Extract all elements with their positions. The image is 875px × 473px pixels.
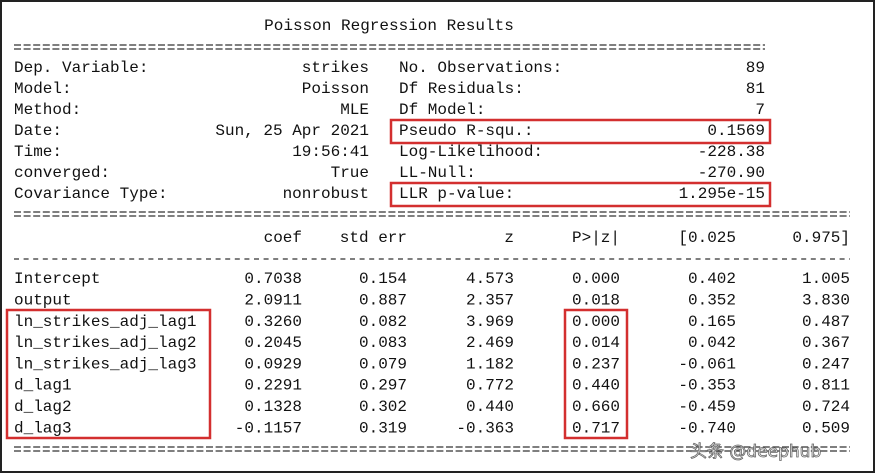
header-label: Pseudo R-squ.: xyxy=(399,122,533,140)
header-label: Date: xyxy=(14,122,62,140)
column-header: P>|z| xyxy=(572,229,620,247)
row-label: Intercept xyxy=(14,270,100,288)
cell: 0.352 xyxy=(688,292,736,310)
cell: 1.005 xyxy=(802,270,850,288)
cell: 0.367 xyxy=(802,334,850,352)
cell: 0.724 xyxy=(802,398,850,416)
cell: 0.2291 xyxy=(244,377,302,395)
header-label: Covariance Type: xyxy=(14,185,168,203)
cell: 0.082 xyxy=(359,313,407,331)
title: Poisson Regression Results xyxy=(264,17,514,35)
header-value: MLE xyxy=(340,101,369,119)
header-label: Model: xyxy=(14,80,72,98)
header-label: No. Observations: xyxy=(399,59,562,77)
cell: 3.830 xyxy=(802,292,850,310)
cell: 0.154 xyxy=(359,270,407,288)
header-label: Df Model: xyxy=(399,101,485,119)
row-label: ln_strikes_adj_lag2 xyxy=(14,334,196,352)
cell: 0.2045 xyxy=(244,334,302,352)
cell: 3.969 xyxy=(466,313,514,331)
cell: 0.3260 xyxy=(244,313,302,331)
cell: -0.363 xyxy=(456,419,514,437)
header-label: converged: xyxy=(14,164,110,182)
cell: 0.083 xyxy=(359,334,407,352)
header-value: 81 xyxy=(746,80,765,98)
cell: 4.573 xyxy=(466,270,514,288)
column-header: coef xyxy=(264,229,302,247)
cell: 0.660 xyxy=(572,398,620,416)
cell: 0.237 xyxy=(572,355,620,373)
cell: -0.459 xyxy=(678,398,736,416)
header-value: nonrobust xyxy=(283,185,369,203)
cell: -0.740 xyxy=(678,419,736,437)
row-label: d_lag1 xyxy=(14,377,72,395)
separators xyxy=(14,44,850,452)
cell: 0.717 xyxy=(572,419,620,437)
cell: 0.302 xyxy=(359,398,407,416)
watermark: 头条 @deephub xyxy=(690,442,821,462)
column-header: z xyxy=(504,229,514,247)
row-label: ln_strikes_adj_lag3 xyxy=(14,355,196,373)
header-value: -228.38 xyxy=(698,143,765,161)
cell: 0.772 xyxy=(466,377,514,395)
header-value: 0.1569 xyxy=(707,122,765,140)
row-label: ln_strikes_adj_lag1 xyxy=(14,313,196,331)
header-value: 7 xyxy=(755,101,765,119)
column-header: 0.975] xyxy=(792,229,850,247)
row-label: d_lag3 xyxy=(14,419,72,437)
cell: 0.0929 xyxy=(244,355,302,373)
cell: 0.165 xyxy=(688,313,736,331)
cell: 0.402 xyxy=(688,270,736,288)
column-header: [0.025 xyxy=(678,229,736,247)
cell: 2.469 xyxy=(466,334,514,352)
cell: 0.000 xyxy=(572,270,620,288)
header-value: 19:56:41 xyxy=(292,143,369,161)
header-value: -270.90 xyxy=(698,164,765,182)
cell: 2.0911 xyxy=(244,292,302,310)
header-value: 1.295e-15 xyxy=(679,185,765,203)
cell: -0.353 xyxy=(678,377,736,395)
cell: 0.7038 xyxy=(244,270,302,288)
cell: 0.042 xyxy=(688,334,736,352)
cell: -0.061 xyxy=(678,355,736,373)
cell: 0.440 xyxy=(466,398,514,416)
cell: 0.000 xyxy=(572,313,620,331)
row-label: output xyxy=(14,292,72,310)
cell: 0.247 xyxy=(802,355,850,373)
header-value: True xyxy=(331,164,369,182)
header-label: Method: xyxy=(14,101,81,119)
row-label: d_lag2 xyxy=(14,398,72,416)
header-label: Df Residuals: xyxy=(399,80,524,98)
header-value: 89 xyxy=(746,59,765,77)
column-header: std err xyxy=(340,229,407,247)
cell: 0.887 xyxy=(359,292,407,310)
cell: 0.811 xyxy=(802,377,850,395)
cell: 0.018 xyxy=(572,292,620,310)
cell: 0.487 xyxy=(802,313,850,331)
cell: 0.297 xyxy=(359,377,407,395)
header-value: Poisson xyxy=(302,80,369,98)
cell: -0.1157 xyxy=(235,419,302,437)
cell: 0.440 xyxy=(572,377,620,395)
header-value: strikes xyxy=(302,59,369,77)
header-value: Sun, 25 Apr 2021 xyxy=(215,122,369,140)
header-label: Time: xyxy=(14,143,62,161)
cell: 2.357 xyxy=(466,292,514,310)
header-label: LL-Null: xyxy=(399,164,476,182)
header-label: Log-Likelihood: xyxy=(399,143,543,161)
cell: 1.182 xyxy=(466,355,514,373)
cell: 0.509 xyxy=(802,419,850,437)
cell: 0.319 xyxy=(359,419,407,437)
cell: 0.014 xyxy=(572,334,620,352)
cell: 0.079 xyxy=(359,355,407,373)
header-label: Dep. Variable: xyxy=(14,59,148,77)
highlight-boxes xyxy=(5,118,772,440)
header-label: LLR p-value: xyxy=(399,185,514,203)
cell: 0.1328 xyxy=(244,398,302,416)
